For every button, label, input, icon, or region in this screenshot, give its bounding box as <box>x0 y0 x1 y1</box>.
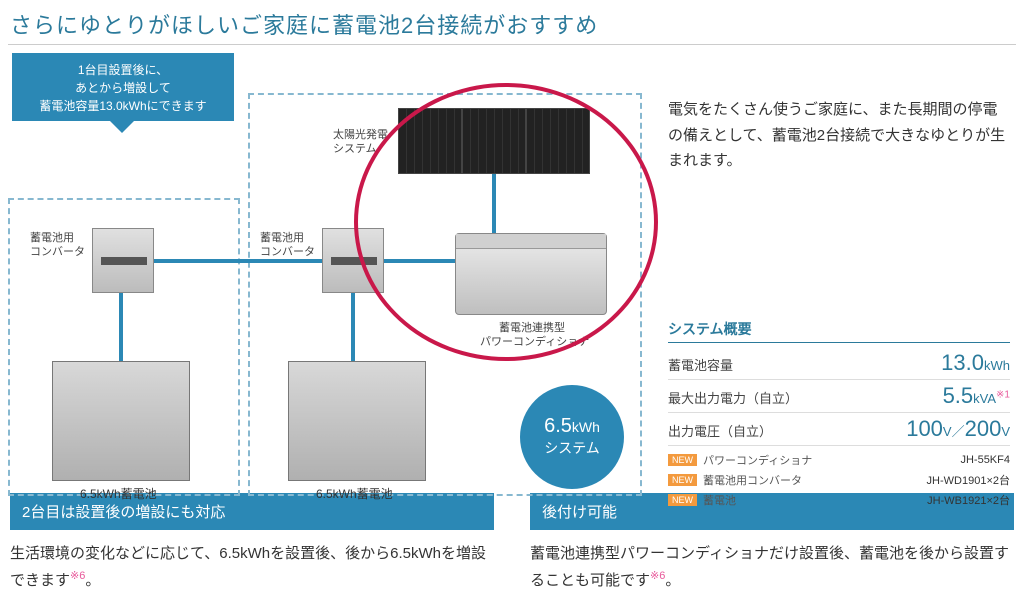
battery-icon <box>52 361 190 481</box>
specs-header: システム概要 <box>668 319 1010 343</box>
diagram-area: 1台目設置後に、 あとから増設して 蓄電池容量13.0kWhにできます 蓄電池用… <box>0 53 1024 493</box>
spec-row: 出力電圧（自立）100V／200V <box>668 413 1010 446</box>
product-row: NEW蓄電池用コンバータJH-WD1901×2台 <box>668 470 1010 490</box>
spec-row: 最大出力電力（自立）5.5kVA※1 <box>668 380 1010 413</box>
page-heading: さらにゆとりがほしいご家庭に蓄電池2台接続がおすすめ <box>0 0 1024 44</box>
connector-line <box>351 293 355 361</box>
capacity-num: 6.5 <box>544 415 572 437</box>
spec-row: 蓄電池容量13.0kWh <box>668 347 1010 380</box>
capacity-badge: 6.5kWh システム <box>520 385 624 489</box>
product-row: NEW蓄電池JH-WB1921×2台 <box>668 490 1010 510</box>
highlight-circle <box>354 83 658 361</box>
converter-icon <box>92 228 154 293</box>
battery-icon <box>288 361 426 481</box>
footer-col: 2台目は設置後の増設にも対応 生活環境の変化などに応じて、6.5kWhを設置後、… <box>10 493 494 594</box>
footer-body: 蓄電池連携型パワーコンディショナだけ設置後、蓄電池を後から設置することも可能です… <box>530 540 1014 594</box>
connector-line <box>154 259 322 263</box>
callout-line: あとから増設して <box>16 79 230 97</box>
callout-line: 蓄電池容量13.0kWhにできます <box>16 97 230 115</box>
divider <box>8 44 1016 45</box>
footer-body: 生活環境の変化などに応じて、6.5kWhを設置後、後から6.5kWhを増設できま… <box>10 540 494 594</box>
battery-label: 6.5kWh蓄電池 <box>316 485 393 502</box>
connector-line <box>119 293 123 361</box>
capacity-sub: システム <box>544 440 600 456</box>
callout-bubble: 1台目設置後に、 あとから増設して 蓄電池容量13.0kWhにできます <box>12 53 234 121</box>
callout-tail <box>110 121 134 133</box>
battery-label: 6.5kWh蓄電池 <box>80 485 157 502</box>
callout-line: 1台目設置後に、 <box>16 61 230 79</box>
specs-panel: システム概要 蓄電池容量13.0kWh最大出力電力（自立）5.5kVA※1出力電… <box>668 319 1010 510</box>
converter-label: 蓄電池用 コンバータ <box>30 231 85 260</box>
description-text: 電気をたくさん使うご家庭に、また長期間の停電の備えとして、蓄電池2台接続で大きな… <box>668 97 1010 174</box>
capacity-unit: kWh <box>572 419 600 435</box>
converter-label: 蓄電池用 コンバータ <box>260 231 315 260</box>
product-row: NEWパワーコンディショナJH-55KF4 <box>668 450 1010 470</box>
